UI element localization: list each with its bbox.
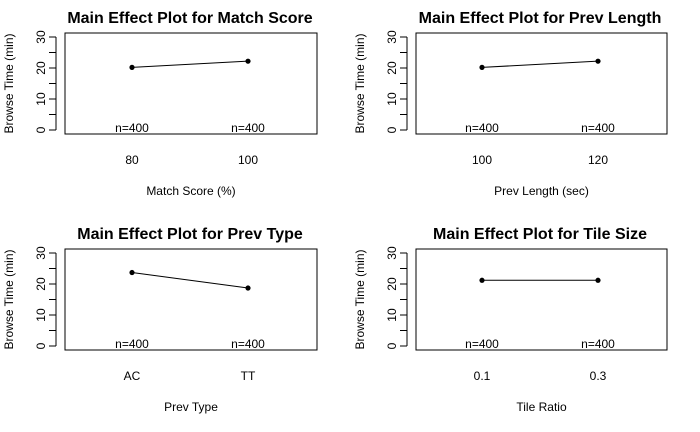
y-axis-label: Browse Time (min) xyxy=(2,249,16,349)
mean-point-120 xyxy=(595,58,601,64)
y-tick-label: 0 xyxy=(385,342,399,349)
y-axis-label: Browse Time (min) xyxy=(353,33,367,133)
x-tick-label: 0.3 xyxy=(590,369,607,383)
mean-point-100 xyxy=(479,64,485,70)
y-tick-label: 0 xyxy=(34,342,48,349)
plot-frame xyxy=(64,248,318,351)
y-tick-label: 10 xyxy=(385,308,399,322)
sample-size-label: n=400 xyxy=(231,337,265,351)
x-axis-label: Tile Ratio xyxy=(516,400,567,414)
chart-title: Main Effect Plot for Match Score xyxy=(67,10,312,27)
y-tick-label: 0 xyxy=(34,126,48,133)
y-tick-label: 30 xyxy=(385,246,399,260)
effect-panel-3: Main Effect Plot for Prev Type 0 10 20 30 Bro… xyxy=(2,226,318,414)
y-axis-label: Browse Time (min) xyxy=(2,33,16,133)
chart-title: Main Effect Plot for Tile Size xyxy=(433,226,647,243)
y-tick-label: 30 xyxy=(385,30,399,44)
sample-size-label: n=400 xyxy=(581,337,615,351)
chart-title: Main Effect Plot for Prev Type xyxy=(77,226,303,243)
sample-size-label: n=400 xyxy=(581,121,615,135)
effect-line xyxy=(131,60,249,68)
y-tick-label: 30 xyxy=(34,30,48,44)
x-axis-label: Prev Type xyxy=(164,400,218,414)
sample-size-label: n=400 xyxy=(465,337,499,351)
sample-size-label: n=400 xyxy=(115,337,149,351)
x-tick-label: 0.1 xyxy=(474,369,491,383)
mean-point-TT xyxy=(245,285,251,291)
y-tick-label: 0 xyxy=(385,126,399,133)
effect-panel-4: Main Effect Plot for Tile Size 0 10 20 30 Bro… xyxy=(353,226,668,414)
mean-point-100 xyxy=(245,58,251,64)
y-tick-label: 20 xyxy=(385,277,399,291)
chart-title: Main Effect Plot for Prev Length xyxy=(419,10,662,27)
y-tick-label: 10 xyxy=(385,92,399,106)
x-tick-label: 120 xyxy=(588,153,608,167)
y-tick-label: 10 xyxy=(34,92,48,106)
x-tick-label: 80 xyxy=(125,153,139,167)
y-tick-label: 30 xyxy=(34,246,48,260)
y-tick-label: 20 xyxy=(34,277,48,291)
x-axis-label: Match Score (%) xyxy=(146,184,235,198)
mean-point-AC xyxy=(129,269,135,276)
effect-panel-1: Main Effect Plot for Match Score 0 10 20 30 B… xyxy=(2,10,318,198)
mean-point-0.1 xyxy=(479,277,485,283)
y-axis-label: Browse Time (min) xyxy=(353,249,367,349)
x-axis-label: Prev Length (sec) xyxy=(494,184,589,198)
effect-line xyxy=(131,272,249,289)
sample-size-label: n=400 xyxy=(231,121,265,135)
x-tick-label: AC xyxy=(124,369,141,383)
plot-frame xyxy=(64,32,318,135)
effect-panel-2: Main Effect Plot for Prev Length 0 10 20 30 B… xyxy=(353,10,668,198)
x-tick-label: 100 xyxy=(472,153,492,167)
sample-size-label: n=400 xyxy=(115,121,149,135)
plot-frame xyxy=(415,32,668,135)
plot-frame xyxy=(415,248,668,351)
mean-point-80 xyxy=(129,64,135,70)
y-tick-label: 20 xyxy=(34,61,48,75)
x-tick-label: 100 xyxy=(238,153,258,167)
sample-size-label: n=400 xyxy=(465,121,499,135)
mean-point-0.3 xyxy=(595,277,601,283)
x-tick-label: TT xyxy=(241,369,256,383)
y-tick-label: 10 xyxy=(34,308,48,322)
y-tick-label: 20 xyxy=(385,61,399,75)
effect-line xyxy=(481,60,599,68)
